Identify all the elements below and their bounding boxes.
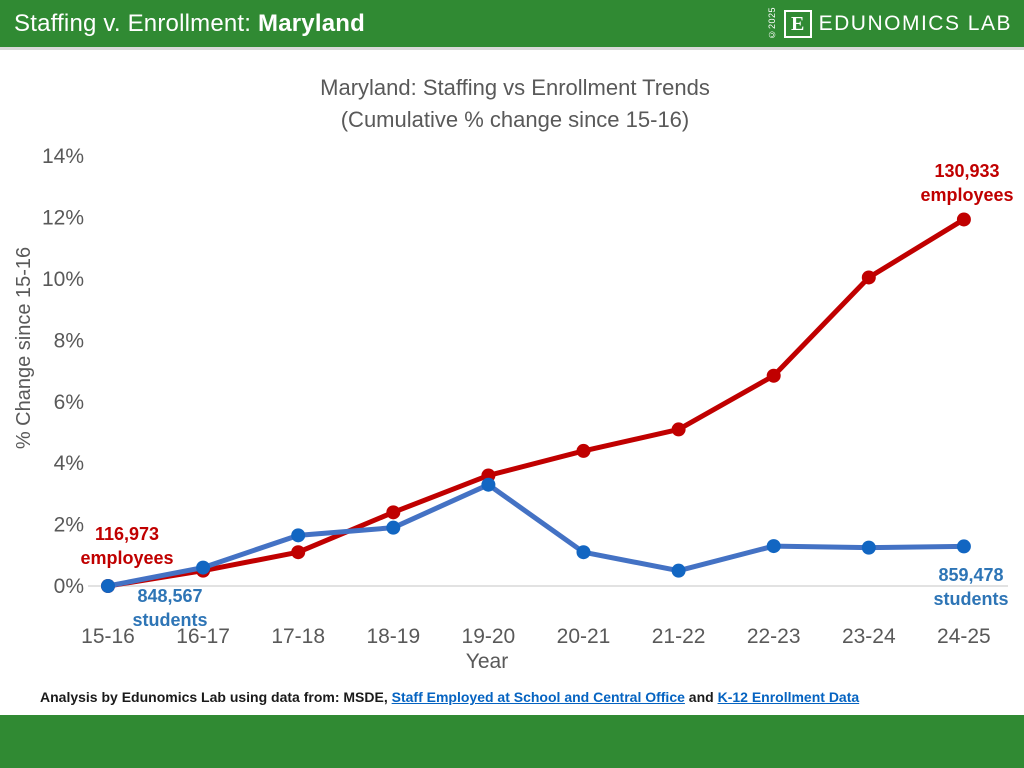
- x-tick-label-20-21: 20-21: [557, 625, 611, 648]
- chart-title: Maryland: Staffing vs Enrollment Trends: [320, 75, 710, 100]
- series-students-point-22-23: [766, 539, 781, 554]
- series-students-point-24-25: [956, 539, 971, 554]
- annotation-employees-0: 116,973 employees: [80, 524, 173, 568]
- copyright-text: ©2025: [766, 7, 777, 40]
- series-students-point-16-17: [196, 560, 211, 575]
- edunomics-logo: ©2025 E EDUNOMICS LAB: [766, 7, 1024, 40]
- enrollment-data-link[interactable]: K-12 Enrollment Data: [717, 689, 860, 705]
- y-axis-title: % Change since 15-16: [13, 247, 35, 449]
- source-footnote: Analysis by Edunomics Lab using data fro…: [40, 689, 1000, 705]
- series-students-point-19-20: [481, 477, 496, 492]
- x-tick-label-16-17: 16-17: [176, 625, 230, 648]
- y-tick-label-4%: 4%: [54, 452, 84, 475]
- chart-subtitle: (Cumulative % change since 15-16): [341, 107, 690, 132]
- x-axis-title: Year: [466, 650, 508, 673]
- annotation-students-1: 848,567 students: [132, 586, 207, 630]
- x-tick-label-23-24: 23-24: [842, 625, 896, 648]
- logo-letter: E: [790, 12, 805, 35]
- series-students-line: [105, 482, 967, 589]
- x-tick-label-18-19: 18-19: [366, 625, 420, 648]
- series-employees-point-24-25: [956, 212, 971, 227]
- series-employees-point-22-23: [766, 368, 781, 383]
- y-tick-label-12%: 12%: [42, 207, 84, 230]
- y-tick-label-6%: 6%: [54, 391, 84, 414]
- staff-data-link[interactable]: Staff Employed at School and Central Off…: [391, 689, 685, 705]
- series-students-point-21-22: [671, 563, 686, 578]
- y-tick-label-0%: 0%: [54, 575, 84, 598]
- series-employees-point-17-18: [291, 545, 306, 560]
- y-tick-label-8%: 8%: [54, 329, 84, 352]
- header-bar: Staffing v. Enrollment: Maryland ©2025 E…: [0, 0, 1024, 50]
- x-tick-label-17-18: 17-18: [271, 625, 325, 648]
- annotation-students-3: 859,478 students: [933, 565, 1008, 609]
- y-tick-label-14%: 14%: [42, 145, 84, 168]
- edunomics-e-logo-icon: E: [783, 9, 812, 38]
- x-tick-label-21-22: 21-22: [652, 625, 706, 648]
- series-students-point-18-19: [386, 520, 401, 535]
- series-employees-point-18-19: [386, 505, 401, 520]
- series-employees-point-23-24: [861, 270, 876, 285]
- footnote-text: Analysis by Edunomics Lab using data fro…: [40, 689, 392, 705]
- series-employees-line: [105, 216, 967, 589]
- series-students-point-15-16: [101, 579, 115, 593]
- x-tick-label-24-25: 24-25: [937, 625, 991, 648]
- footer-bar: [0, 715, 1024, 768]
- slide-title: Staffing v. Enrollment: Maryland: [0, 10, 365, 38]
- series-students-point-23-24: [861, 540, 876, 555]
- x-tick-label-15-16: 15-16: [81, 625, 135, 648]
- slide-title-prefix: Staffing v. Enrollment:: [14, 9, 259, 37]
- slide-title-state: Maryland: [258, 9, 365, 37]
- x-tick-label-19-20: 19-20: [462, 625, 516, 648]
- annotation-employees-2: 130,933 employees: [920, 161, 1013, 205]
- series-employees-point-20-21: [576, 443, 591, 458]
- y-tick-label-2%: 2%: [54, 514, 84, 537]
- series-employees-point-21-22: [671, 422, 686, 437]
- footnote-conjunction: and: [684, 689, 718, 705]
- chart-svg: Maryland: Staffing vs Enrollment Trends (…: [13, 75, 1014, 673]
- x-tick-label-22-23: 22-23: [747, 625, 801, 648]
- series-students-point-17-18: [291, 528, 306, 543]
- y-tick-label-10%: 10%: [42, 268, 84, 291]
- series-students-point-20-21: [576, 545, 591, 560]
- logo-wordmark: EDUNOMICS LAB: [818, 11, 1012, 35]
